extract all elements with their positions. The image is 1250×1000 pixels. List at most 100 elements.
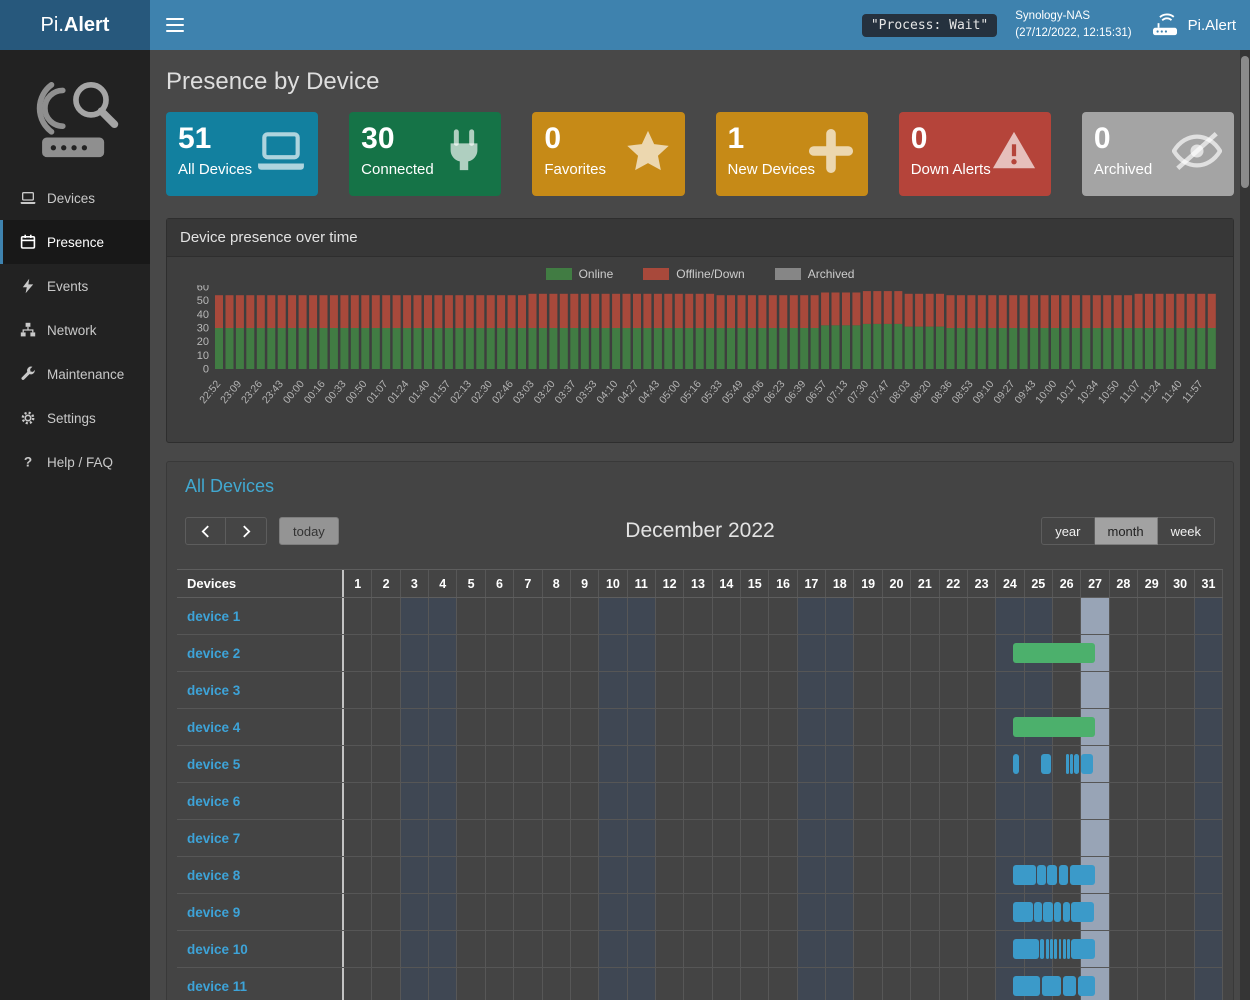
presence-bar-blue[interactable] <box>1058 865 1069 885</box>
sidebar-item-help[interactable]: ? Help / FAQ <box>0 440 150 484</box>
day-cell <box>826 968 855 1000</box>
summary-card-down-alerts[interactable]: 0 Down Alerts <box>898 112 1051 196</box>
presence-bar-blue[interactable] <box>1067 939 1070 959</box>
day-cell <box>911 709 940 745</box>
day-cell <box>571 857 600 893</box>
presence-bar-blue[interactable] <box>1071 939 1096 959</box>
day-cell <box>543 931 571 967</box>
day-cell <box>429 968 458 1000</box>
day-header-31: 31 <box>1195 570 1224 597</box>
day-cell <box>627 968 656 1000</box>
presence-bar-blue[interactable] <box>1041 976 1062 996</box>
device-link-device-3[interactable]: device 3 <box>187 682 241 698</box>
device-link-device-5[interactable]: device 5 <box>187 756 241 772</box>
sidebar-item-settings[interactable]: Settings <box>0 396 150 440</box>
presence-bar-green[interactable] <box>1013 643 1096 663</box>
presence-bar-blue[interactable] <box>1037 865 1046 885</box>
vertical-scrollbar[interactable] <box>1240 50 1250 1000</box>
presence-bar-blue[interactable] <box>1042 902 1053 922</box>
day-cell <box>968 746 997 782</box>
device-link-device-8[interactable]: device 8 <box>187 867 241 883</box>
day-cell <box>543 635 571 671</box>
presence-bar-blue[interactable] <box>1050 939 1053 959</box>
day-cell <box>372 931 401 967</box>
presence-bar-blue[interactable] <box>1069 754 1073 774</box>
day-cell <box>372 783 401 819</box>
summary-card-connected[interactable]: 30 Connected <box>349 112 502 196</box>
view-button-year[interactable]: year <box>1041 517 1095 545</box>
day-cell <box>1166 746 1195 782</box>
sidebar-item-network[interactable]: Network <box>0 308 150 352</box>
presence-bar-green[interactable] <box>1013 717 1096 737</box>
sidebar-item-events[interactable]: Events <box>0 264 150 308</box>
presence-bar-blue[interactable] <box>1013 754 1020 774</box>
presence-bar-blue[interactable] <box>1045 939 1049 959</box>
device-link-device-6[interactable]: device 6 <box>187 793 241 809</box>
day-header-1: 1 <box>344 570 373 597</box>
presence-bar-blue[interactable] <box>1069 865 1096 885</box>
presence-bar-blue[interactable] <box>1013 939 1039 959</box>
day-header-21: 21 <box>911 570 940 597</box>
presence-bar-blue[interactable] <box>1058 939 1062 959</box>
day-cell <box>996 820 1025 856</box>
summary-card-favorites[interactable]: 0 Favorites <box>532 112 685 196</box>
device-link-device-4[interactable]: device 4 <box>187 719 241 735</box>
day-cell <box>684 598 713 634</box>
sidebar-item-maintenance[interactable]: Maintenance <box>0 352 150 396</box>
presence-bar-blue[interactable] <box>1065 754 1069 774</box>
presence-bar-blue[interactable] <box>1054 939 1058 959</box>
presence-bar-blue[interactable] <box>1071 902 1094 922</box>
view-button-month[interactable]: month <box>1094 517 1158 545</box>
scrollbar-thumb[interactable] <box>1241 56 1249 188</box>
legend-label: Archived <box>807 267 855 281</box>
presence-bar-blue[interactable] <box>1013 865 1036 885</box>
day-cell <box>656 746 685 782</box>
presence-bar-blue[interactable] <box>1034 902 1042 922</box>
presence-bar-blue[interactable] <box>1040 939 1045 959</box>
summary-card-all-devices[interactable]: 51 All Devices <box>166 112 319 196</box>
sidebar-item-presence[interactable]: Presence <box>0 220 150 264</box>
view-button-week[interactable]: week <box>1157 517 1215 545</box>
svg-text:0: 0 <box>203 364 209 376</box>
day-cell <box>1194 857 1224 893</box>
device-link-device-10[interactable]: device 10 <box>187 941 248 957</box>
day-header-9: 9 <box>571 570 600 597</box>
device-link-device-7[interactable]: device 7 <box>187 830 241 846</box>
next-button[interactable] <box>226 517 267 545</box>
summary-card-archived[interactable]: 0 Archived <box>1081 112 1235 196</box>
presence-bar-blue[interactable] <box>1047 865 1058 885</box>
day-cell <box>1138 857 1167 893</box>
sidebar-item-devices[interactable]: Devices <box>0 176 150 220</box>
day-cell <box>797 894 827 930</box>
svg-text:22:52: 22:52 <box>197 378 223 406</box>
device-link-device-1[interactable]: device 1 <box>187 608 241 624</box>
day-header-8: 8 <box>543 570 571 597</box>
menu-toggle-button[interactable] <box>166 17 184 33</box>
day-cell <box>1166 783 1195 819</box>
presence-bar-blue[interactable] <box>1080 754 1094 774</box>
today-button[interactable]: today <box>279 517 339 545</box>
summary-card-new-devices[interactable]: 1 New Devices <box>715 112 868 196</box>
day-cell <box>372 672 401 708</box>
device-link-device-11[interactable]: device 11 <box>187 978 248 994</box>
day-cell <box>883 635 912 671</box>
presence-bar-blue[interactable] <box>1062 902 1070 922</box>
presence-bar-blue[interactable] <box>1062 939 1066 959</box>
day-cell <box>457 746 486 782</box>
day-cell <box>344 598 373 634</box>
prev-button[interactable] <box>185 517 226 545</box>
svg-text:00:50: 00:50 <box>344 378 370 406</box>
presence-bar-blue[interactable] <box>1062 976 1076 996</box>
day-cell <box>826 931 855 967</box>
presence-bar-blue[interactable] <box>1040 754 1052 774</box>
presence-bar-blue[interactable] <box>1054 902 1062 922</box>
presence-bar-blue[interactable] <box>1078 976 1096 996</box>
day-cell <box>940 672 968 708</box>
device-link-device-9[interactable]: device 9 <box>187 904 241 920</box>
device-link-device-2[interactable]: device 2 <box>187 645 241 661</box>
presence-bar-blue[interactable] <box>1013 976 1041 996</box>
day-cell <box>741 746 770 782</box>
presence-bar-blue[interactable] <box>1073 754 1079 774</box>
day-cell <box>543 672 571 708</box>
presence-bar-blue[interactable] <box>1013 902 1034 922</box>
